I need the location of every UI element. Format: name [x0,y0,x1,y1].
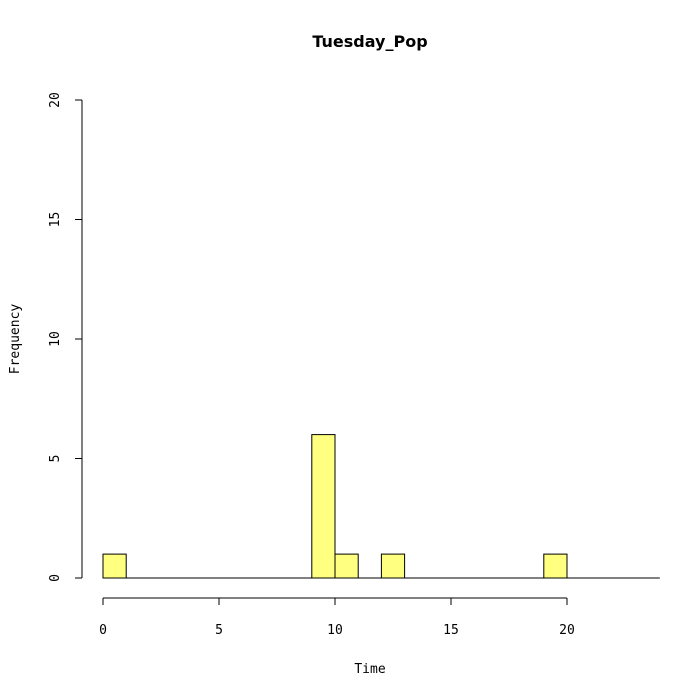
chart-title: Tuesday_Pop [312,32,427,51]
y-tick-label: 15 [48,212,63,228]
x-tick-label: 0 [99,623,107,638]
histogram-bar [334,553,359,579]
y-tick-label: 10 [48,331,63,347]
histogram-bars [102,434,660,579]
histogram-bar [380,553,406,579]
y-axis-label: Frequency [8,304,23,375]
x-tick-label: 10 [327,623,343,638]
x-axis-label: Time [354,662,385,677]
histogram-bar [102,553,127,579]
x-axis: 0 5 10 15 20 [99,597,575,638]
y-axis: 0 5 10 15 20 [48,92,83,582]
y-tick-label: 0 [48,574,63,582]
y-tick-label: 20 [48,92,63,108]
x-tick-label: 15 [443,623,459,638]
x-tick-label: 20 [559,623,575,638]
y-tick-label: 5 [48,455,63,463]
histogram-bar [311,434,336,579]
histogram-bar [543,553,568,579]
x-tick-label: 5 [215,623,223,638]
